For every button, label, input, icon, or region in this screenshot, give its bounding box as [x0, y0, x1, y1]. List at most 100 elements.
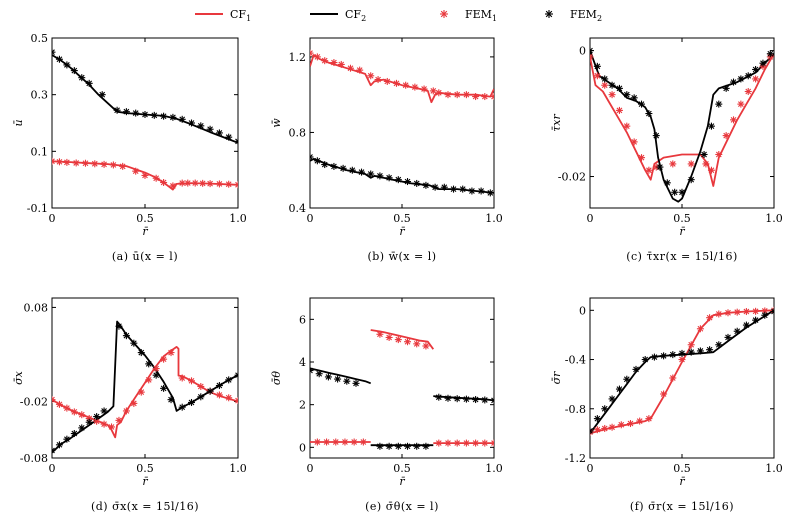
fem-point-cf1	[422, 342, 430, 350]
fem-point-cf2	[330, 162, 338, 170]
fem-point-cf1	[724, 309, 732, 317]
y-tick-label: -0.1	[27, 202, 48, 215]
fem-point-cf1	[413, 340, 421, 348]
y-axis-label: ū	[12, 119, 25, 126]
fem-point-cf1	[225, 394, 233, 402]
fem-point-cf1	[52, 157, 56, 165]
fem-point-cf2	[178, 115, 186, 123]
y-tick-label: 1.2	[289, 51, 307, 64]
legend-label: FEM2	[570, 8, 602, 23]
fem-point-cf2	[766, 50, 774, 58]
fem-point-cf1	[411, 83, 419, 91]
fem-point-cf1	[444, 439, 452, 447]
fem-point-cf2	[376, 442, 384, 450]
fem-point-cf2	[315, 370, 323, 378]
x-tick-label: 0.5	[136, 212, 154, 225]
x-tick-label: 0	[307, 462, 314, 475]
fem-point-cf1	[623, 122, 631, 130]
y-axis-label: w̄	[270, 118, 283, 128]
fem-point-cf1	[81, 159, 89, 167]
fem-point-cf1	[169, 182, 177, 190]
fem-point-cf2	[615, 84, 623, 92]
fem-point-cf1	[350, 438, 358, 446]
fem-point-cf2	[178, 403, 186, 411]
x-tick-label: 1.0	[765, 462, 783, 475]
fem-point-cf2	[310, 367, 314, 375]
panel-caption: (a) ū(x = l)	[112, 250, 178, 263]
fem-point-cf1	[141, 171, 149, 179]
x-tick-label: 0	[307, 212, 314, 225]
fem-point-cf1	[109, 161, 117, 169]
legend-label: CF2	[345, 8, 366, 23]
fem-point-cf1	[191, 179, 199, 187]
fem-point-cf2	[678, 188, 686, 196]
fem-point-cf1	[444, 91, 452, 99]
fem-point-cf1	[122, 407, 130, 415]
panel-caption: (e) σ̄θ(x = l)	[365, 500, 439, 513]
y-tick-label: 0.4	[289, 202, 307, 215]
fem-point-cf1	[687, 160, 695, 168]
fem-point-cf2	[188, 398, 195, 406]
x-axis-label: r̄	[142, 225, 148, 238]
fem-point-cf2	[358, 168, 366, 176]
fem-point-cf2	[324, 373, 332, 381]
fem-point-cf1	[617, 421, 625, 429]
series-line-cf2	[590, 309, 774, 434]
fem-point-cf2	[706, 346, 714, 354]
fem-point-cf2	[234, 371, 238, 379]
chart-panel-4: 0 0.5 1.0 -0.08 -0.02 0.08 σ̄x r̄ (d) σ̄x(x = 15…	[12, 297, 247, 513]
fem-point-cf1	[137, 388, 145, 396]
fem-point-cf2	[435, 393, 443, 401]
fem-point-cf1	[752, 307, 760, 315]
fem-point-cf1	[374, 76, 382, 84]
fem-point-cf2	[601, 75, 609, 83]
fem-point-cf1	[199, 179, 207, 187]
fem-point-cf1	[152, 174, 160, 182]
fem-point-cf2	[63, 61, 71, 69]
series-line-cf2	[590, 50, 774, 203]
fem-point-cf2	[730, 78, 738, 86]
fem-point-cf2	[608, 81, 616, 89]
fem-point-cf2	[641, 356, 649, 364]
x-tick-label: 0.5	[673, 212, 691, 225]
fem-point-cf1	[383, 77, 391, 85]
fem-point-cf2	[638, 100, 646, 108]
fem-point-cf2	[687, 348, 695, 356]
series-group	[52, 320, 238, 454]
fem-point-cf1	[678, 356, 686, 364]
fem-point-cf1	[608, 91, 616, 99]
x-axis-label: r̄	[679, 225, 685, 238]
fem-point-cf2	[141, 111, 149, 118]
fem-point-cf2	[160, 112, 168, 120]
fem-point-cf2	[113, 106, 121, 114]
series-group	[310, 49, 494, 197]
fem-point-cf1	[313, 53, 321, 61]
x-axis-label: r̄	[399, 475, 405, 488]
x-tick-label: 1.0	[229, 462, 247, 475]
fem-point-cf2	[78, 74, 86, 82]
fem-point-cf1	[472, 439, 480, 447]
fem-point-cf2	[122, 332, 130, 340]
chart-panel-3: 0 0.5 1.0 -0.02 0 τ̄xr r̄ (c) τ̄xr(x = 15l/16)	[550, 37, 783, 263]
y-tick-label: -0.8	[565, 403, 586, 416]
fem-point-cf2	[55, 55, 63, 63]
fem-point-cf2	[652, 132, 660, 140]
fem-point-cf1	[722, 132, 730, 140]
fem-point-cf1	[100, 160, 108, 168]
series-group	[310, 329, 494, 450]
fem-point-cf2	[169, 113, 177, 121]
fem-point-cf2	[707, 122, 715, 130]
legend-star-swatch	[440, 10, 448, 18]
fem-point-cf1	[626, 420, 634, 428]
fem-point-cf1	[100, 420, 108, 428]
fem-point-cf2	[225, 133, 233, 141]
series-group	[590, 47, 774, 203]
fem-point-cf1	[188, 377, 195, 385]
x-tick-label: 1.0	[485, 462, 503, 475]
fem-point-cf2	[450, 185, 458, 193]
legend-star-swatch	[545, 10, 553, 18]
fem-point-cf1	[72, 159, 80, 167]
x-tick-label: 0.5	[136, 462, 154, 475]
fem-point-cf1	[435, 439, 443, 447]
fem-point-cf2	[122, 108, 130, 116]
